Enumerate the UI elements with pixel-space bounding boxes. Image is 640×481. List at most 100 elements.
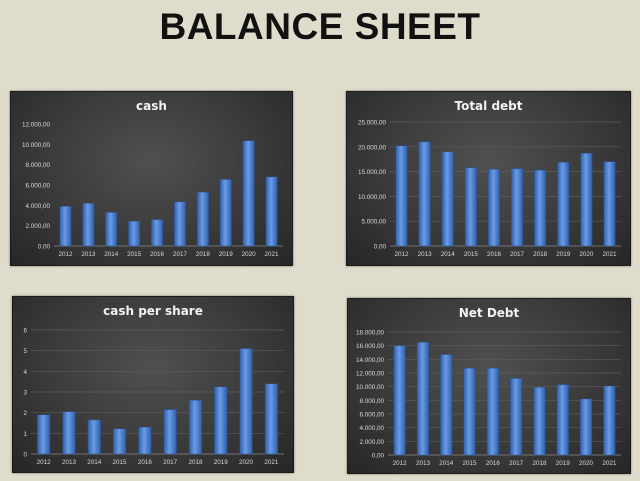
y-tick-label: 10.000,00 xyxy=(358,194,387,201)
chart-title: cash xyxy=(136,99,167,113)
bar-2019 xyxy=(219,179,232,247)
bar-2012 xyxy=(59,206,72,247)
y-tick-label: 18.000,00 xyxy=(356,330,385,337)
y-tick-label: 6.000,00 xyxy=(25,183,50,190)
x-tick-label: 2020 xyxy=(239,459,254,466)
x-tick-label: 2016 xyxy=(150,251,165,258)
total-debt-chart-panel: Total debt 0,00 5.000,00 10.000,00 15.000,0… xyxy=(346,91,631,266)
y-tick-label: 5.000,00 xyxy=(361,219,386,226)
y-tick-label: 8.000,00 xyxy=(25,162,50,169)
cash-chart: 0,00 2.000,00 4.000,00 6.000,00 8.000,00 10.0… xyxy=(22,122,283,258)
x-tick-label: 2020 xyxy=(579,460,594,467)
bar-2012 xyxy=(393,345,406,456)
bar-2017 xyxy=(163,409,177,455)
y-tick-label: 10.000,00 xyxy=(22,142,51,149)
x-tick-label: 2021 xyxy=(602,460,617,467)
y-tick-label: 4 xyxy=(23,369,27,376)
x-tick-label: 2019 xyxy=(214,459,229,466)
x-tick-label: 2017 xyxy=(509,460,524,467)
x-tick-label: 2014 xyxy=(87,459,102,466)
y-tick-label: 0 xyxy=(23,452,27,459)
net-debt-chart: 0,00 2.000,00 4.000,00 6.000,00 8.000,00 10.0… xyxy=(356,330,621,467)
bar-2020 xyxy=(239,348,253,455)
y-tick-label: 0,00 xyxy=(38,244,51,251)
x-tick-label: 2018 xyxy=(532,460,547,467)
y-tick-label: 4.000,00 xyxy=(25,203,50,210)
bar-2012 xyxy=(395,145,408,247)
y-tick-label: 16.000,00 xyxy=(356,343,385,350)
bar-2016 xyxy=(486,368,499,456)
bar-2018 xyxy=(196,191,209,247)
bar-2021 xyxy=(265,176,278,247)
cash-per-share-chart-panel: cash per share 0 1 2 3 4 5 6 2012 2013 2014 2015 20… xyxy=(12,296,294,473)
bar-2016 xyxy=(138,426,152,455)
x-tick-label: 2012 xyxy=(37,459,52,466)
chart-title: Net Debt xyxy=(458,306,520,320)
bar-2020 xyxy=(580,398,593,456)
bar-2017 xyxy=(511,168,524,247)
y-tick-label: 20.000,00 xyxy=(358,144,387,151)
bar-2013 xyxy=(416,342,429,456)
cash-per-share-chart: 0 1 2 3 4 5 6 2012 2013 2014 2015 2016 2017 2018 2019 2… xyxy=(23,328,284,466)
bar-2019 xyxy=(557,161,570,247)
y-tick-label: 3 xyxy=(23,390,27,397)
x-tick-label: 2021 xyxy=(602,251,617,258)
x-tick-label: 2013 xyxy=(62,459,77,466)
bar-2016 xyxy=(487,168,500,247)
x-tick-label: 2019 xyxy=(556,251,571,258)
y-tick-label: 4.000,00 xyxy=(359,425,384,432)
x-tick-label: 2021 xyxy=(265,251,280,258)
y-tick-label: 25.000,00 xyxy=(358,120,387,127)
bar-2014 xyxy=(105,212,118,247)
x-tick-label: 2019 xyxy=(219,251,234,258)
net-debt-chart-panel: Net Debt 0,00 2.000,00 4.000,00 6.000,00 8.0… xyxy=(347,298,631,474)
bar-2013 xyxy=(418,141,431,247)
y-tick-label: 2.000,00 xyxy=(359,439,384,446)
bar-2014 xyxy=(87,419,101,455)
x-tick-label: 2015 xyxy=(464,251,479,258)
bar-2020 xyxy=(580,153,593,247)
x-tick-label: 2014 xyxy=(439,460,454,467)
x-tick-label: 2018 xyxy=(533,251,548,258)
bar-2014 xyxy=(441,151,454,247)
bar-2015 xyxy=(464,167,477,247)
bar-2018 xyxy=(188,400,202,455)
bar-2021 xyxy=(603,161,616,247)
y-tick-label: 0,00 xyxy=(372,453,385,460)
x-tick-label: 2017 xyxy=(173,251,188,258)
bar-2012 xyxy=(37,414,51,455)
bar-2014 xyxy=(440,354,453,456)
y-tick-label: 6.000,00 xyxy=(359,412,384,419)
x-tick-label: 2016 xyxy=(487,251,502,258)
y-tick-label: 12.000,00 xyxy=(356,371,385,378)
bar-2021 xyxy=(603,385,616,456)
y-tick-label: 10.000,00 xyxy=(356,384,385,391)
y-tick-label: 2.000,00 xyxy=(25,223,50,230)
bar-2016 xyxy=(151,219,163,247)
y-tick-label: 0,00 xyxy=(374,244,387,251)
x-tick-label: 2014 xyxy=(104,251,119,258)
bar-2015 xyxy=(113,428,127,455)
bar-2019 xyxy=(556,384,569,456)
chart-title: Total debt xyxy=(454,99,523,113)
x-tick-label: 2018 xyxy=(196,251,211,258)
x-tick-label: 2012 xyxy=(58,251,73,258)
x-tick-label: 2013 xyxy=(416,460,431,467)
bar-2020 xyxy=(242,140,255,247)
y-tick-label: 14.000,00 xyxy=(356,357,385,364)
x-tick-label: 2017 xyxy=(510,251,525,258)
x-tick-label: 2015 xyxy=(113,459,128,466)
x-tick-label: 2016 xyxy=(138,459,153,466)
bar-2018 xyxy=(533,387,546,456)
cash-chart-panel: cash 0,00 2.000,00 4.000,00 6.000,00 8.000,0… xyxy=(10,91,293,266)
bar-2017 xyxy=(510,378,523,456)
y-tick-label: 12.000,00 xyxy=(22,122,51,129)
bar-2018 xyxy=(534,169,547,247)
bar-2013 xyxy=(82,203,95,247)
bar-2017 xyxy=(174,201,186,247)
y-tick-label: 6 xyxy=(23,328,27,335)
page-title: BALANCE SHEET xyxy=(159,6,481,47)
x-tick-label: 2020 xyxy=(242,251,257,258)
x-tick-label: 2016 xyxy=(486,460,501,467)
bar-2015 xyxy=(128,220,141,247)
